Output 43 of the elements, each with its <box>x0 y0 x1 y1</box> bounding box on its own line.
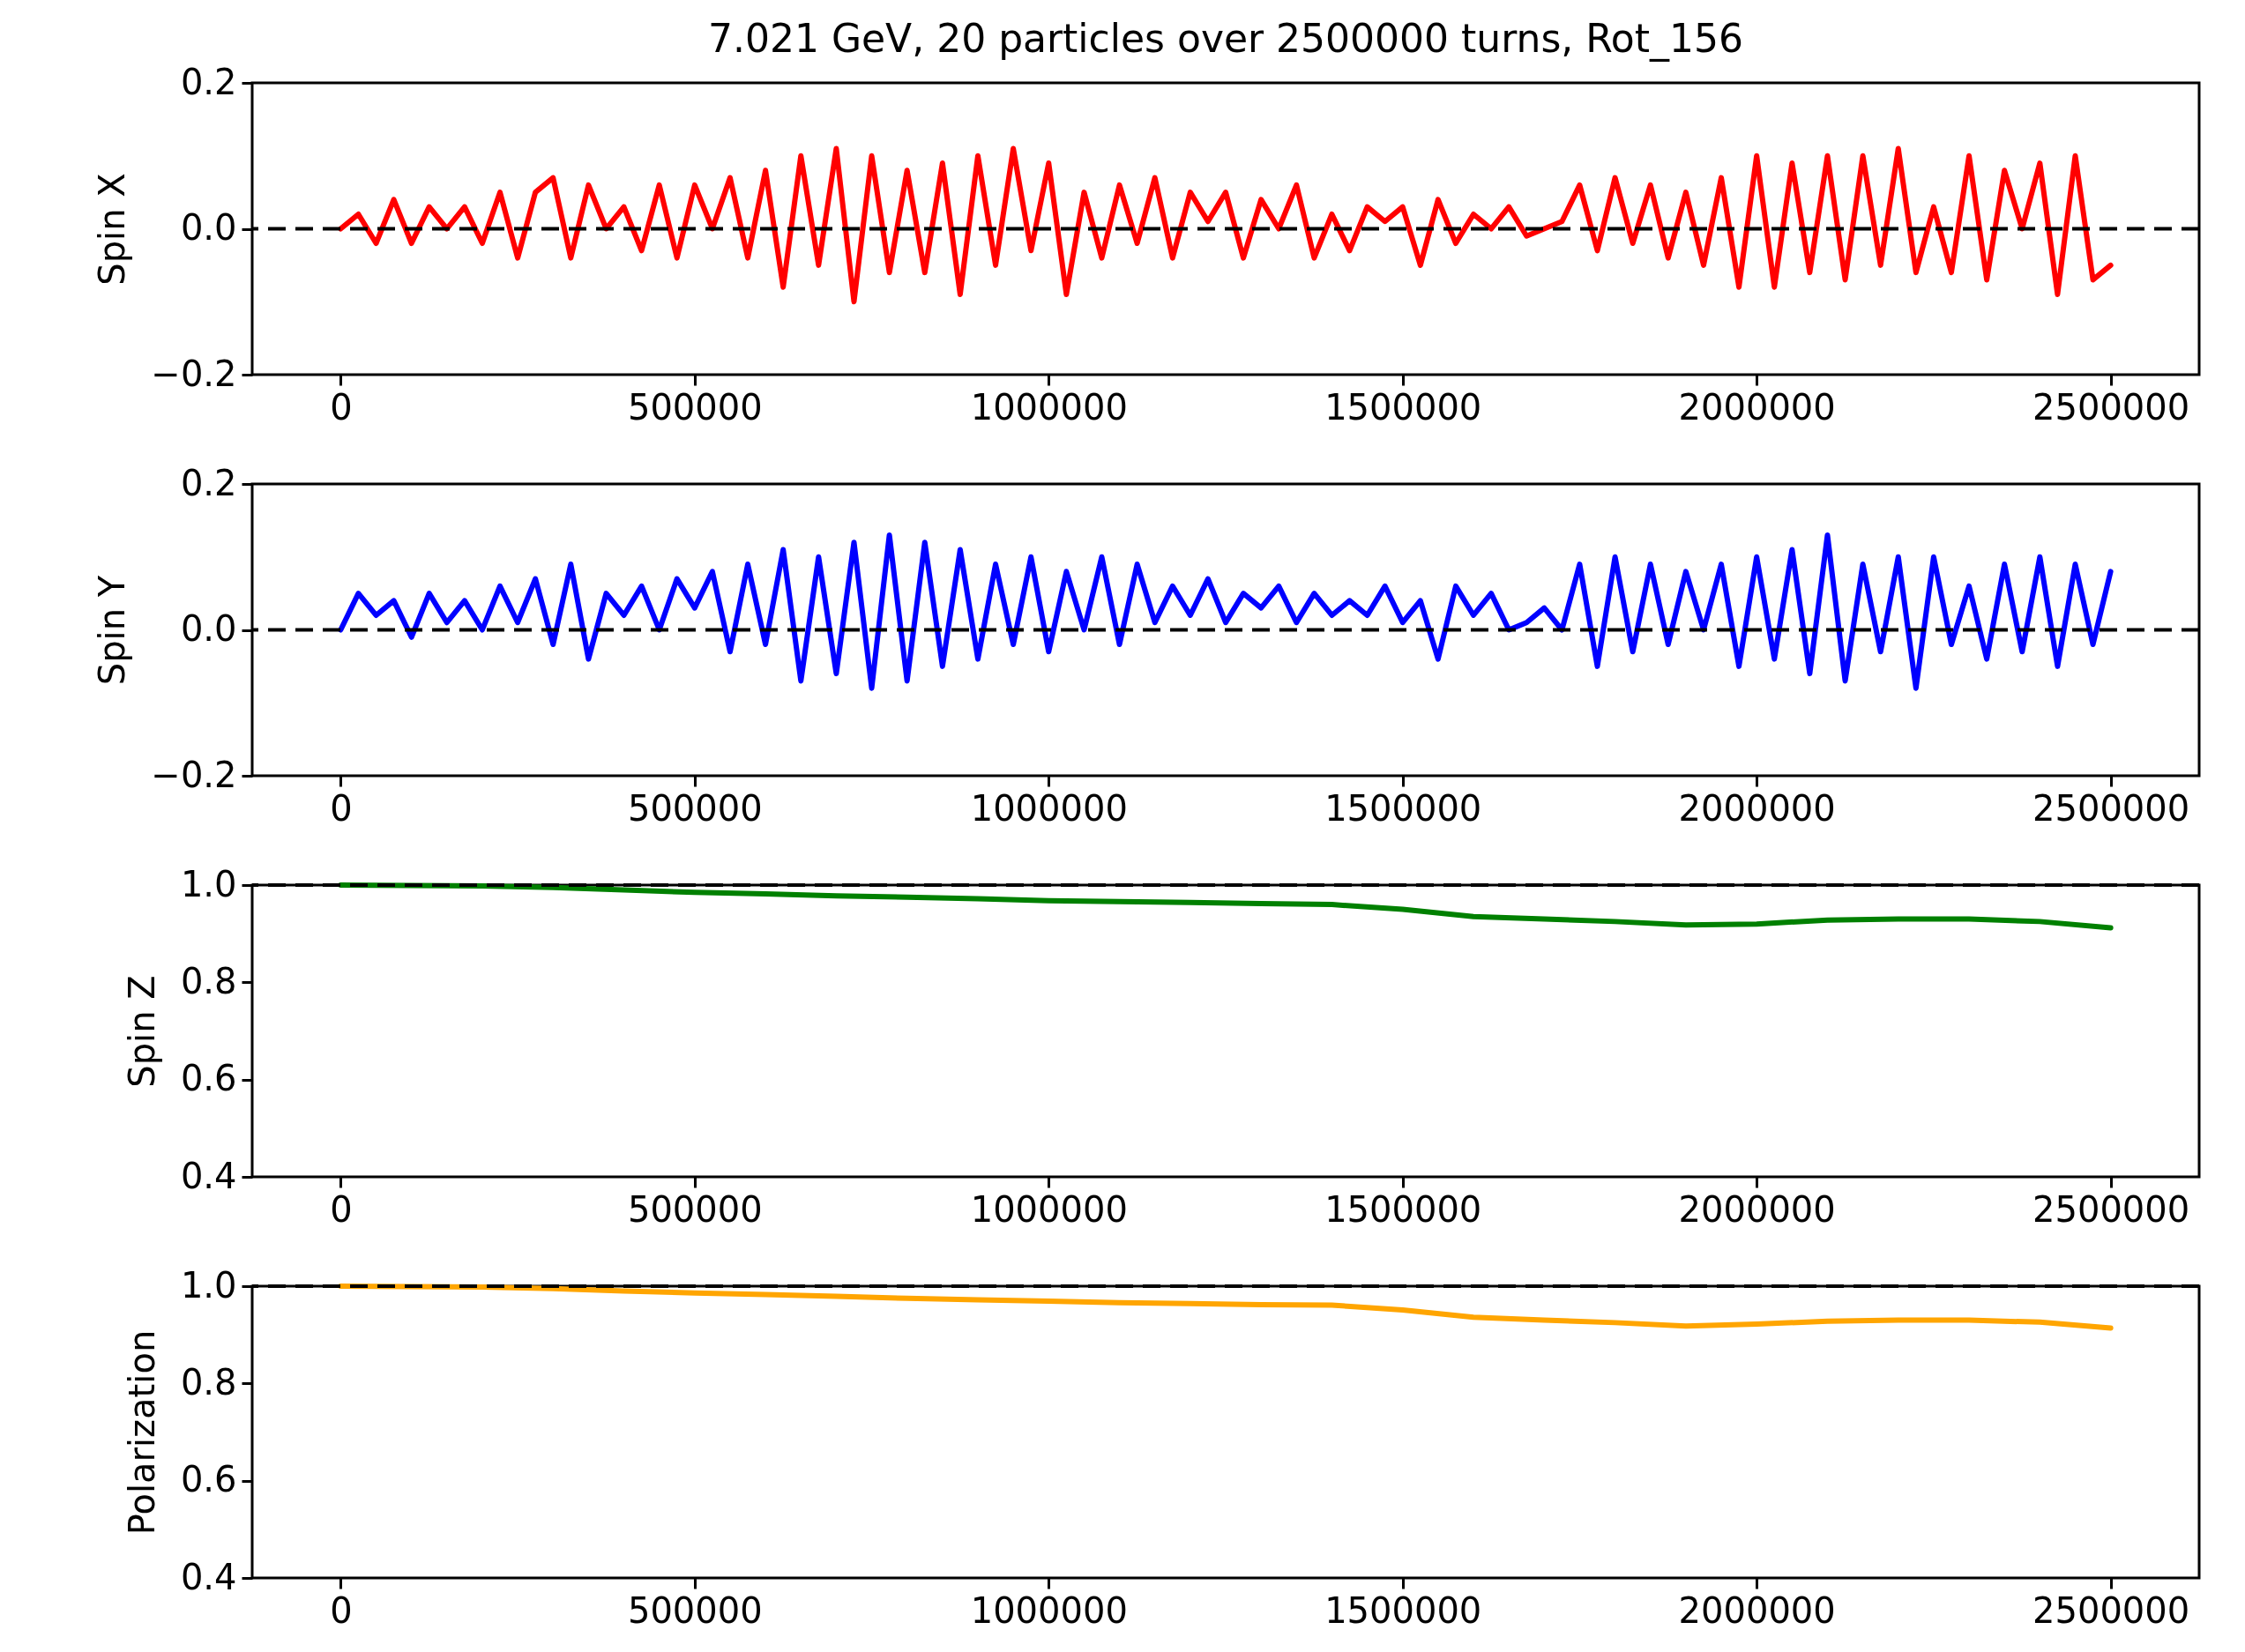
y-tick-label: 0.4 <box>180 1155 237 1196</box>
x-tick-label: 2000000 <box>1678 787 1836 829</box>
y-tick-label: 0.6 <box>180 1459 237 1500</box>
x-tick-label: 500000 <box>627 386 763 428</box>
x-tick-label: 2000000 <box>1678 1589 1836 1631</box>
x-tick-label: 500000 <box>627 787 763 829</box>
y-tick-label: −0.2 <box>151 353 237 394</box>
y-tick-label: −0.2 <box>151 754 237 795</box>
x-tick-label: 1000000 <box>970 1188 1128 1230</box>
x-tick-label: 0 <box>330 386 353 428</box>
x-tick-label: 1000000 <box>970 386 1128 428</box>
y-tick-label: 0.0 <box>180 608 237 649</box>
y-tick-label: 0.8 <box>180 1361 237 1403</box>
y-tick-label: 0.0 <box>180 207 237 248</box>
chart-title: 7.021 GeV, 20 particles over 2500000 turns, Rot_156 <box>707 16 1744 62</box>
y-axis-title: Polarization <box>121 1329 162 1536</box>
y-tick-label: 0.8 <box>180 960 237 1001</box>
y-axis-title: Spin Y <box>92 575 133 686</box>
x-tick-label: 1000000 <box>970 787 1128 829</box>
y-tick-label: 1.0 <box>180 1264 237 1306</box>
x-tick-label: 2500000 <box>2032 386 2190 428</box>
x-tick-label: 2500000 <box>2032 1589 2190 1631</box>
x-tick-label: 0 <box>330 787 353 829</box>
y-axis-title: Spin Z <box>121 975 162 1088</box>
x-tick-label: 500000 <box>627 1188 763 1230</box>
y-tick-label: 0.2 <box>180 61 237 102</box>
x-tick-label: 2500000 <box>2032 1188 2190 1230</box>
x-tick-label: 1500000 <box>1324 1589 1482 1631</box>
x-tick-label: 2500000 <box>2032 787 2190 829</box>
x-tick-label: 2000000 <box>1678 1188 1836 1230</box>
x-tick-label: 1500000 <box>1324 1188 1482 1230</box>
x-tick-label: 1500000 <box>1324 386 1482 428</box>
x-tick-label: 500000 <box>627 1589 763 1631</box>
y-tick-label: 0.6 <box>180 1058 237 1099</box>
x-tick-label: 2000000 <box>1678 386 1836 428</box>
x-tick-label: 1500000 <box>1324 787 1482 829</box>
y-tick-label: 0.4 <box>180 1556 237 1597</box>
x-tick-label: 0 <box>330 1589 353 1631</box>
y-tick-label: 1.0 <box>180 863 237 904</box>
x-tick-label: 0 <box>330 1188 353 1230</box>
y-axis-title: Spin X <box>92 173 133 286</box>
y-tick-label: 0.2 <box>180 462 237 503</box>
x-tick-label: 1000000 <box>970 1589 1128 1631</box>
